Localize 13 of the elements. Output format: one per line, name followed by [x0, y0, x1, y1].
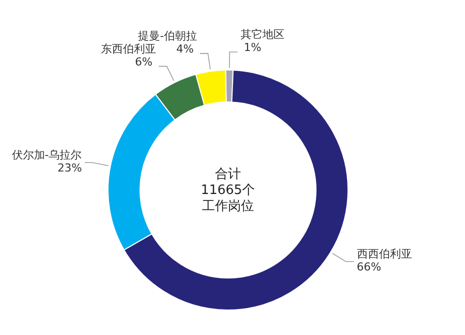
slice-label: 其它地区	[240, 28, 285, 42]
data-label: 6%	[135, 55, 152, 68]
text: 工作岗位	[202, 199, 254, 214]
text: 11665个	[200, 183, 256, 198]
slice-label: 西西伯利亚	[356, 248, 412, 261]
data-label: 1%	[244, 41, 262, 54]
slice-label: 东西伯利亚	[100, 42, 156, 56]
text: 合计	[215, 167, 241, 182]
data-label: 66%	[356, 260, 382, 274]
slice-label: 提曼-伯朝拉	[138, 29, 197, 42]
slice-label: 伏尔加-乌拉尔	[12, 148, 82, 162]
data-label: 4%	[176, 42, 194, 56]
data-label: 23%	[58, 162, 82, 175]
